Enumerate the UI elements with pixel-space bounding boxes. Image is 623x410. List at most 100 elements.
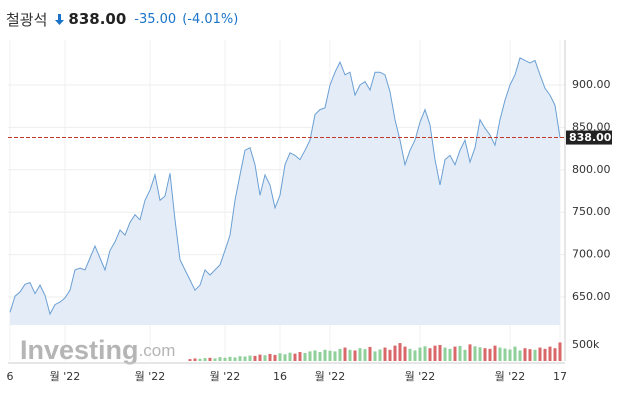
volume-bar xyxy=(323,349,327,361)
volume-bar xyxy=(348,349,352,361)
volume-bar xyxy=(333,351,337,361)
volume-bar xyxy=(188,359,192,361)
watermark: Investing.com xyxy=(20,335,175,365)
volume-bar xyxy=(198,358,202,361)
volume-bar xyxy=(208,357,212,361)
x-tick-label: 월 '22 xyxy=(495,370,526,383)
y-tick-label: 650.00 xyxy=(572,290,611,303)
volume-bar xyxy=(533,349,537,361)
volume-bar xyxy=(383,347,387,361)
volume-bar xyxy=(193,358,197,361)
volume-bar xyxy=(488,348,492,361)
volume-bar xyxy=(378,349,382,361)
x-tick-label: 월 '22 xyxy=(405,370,436,383)
volume-bar xyxy=(473,346,477,361)
current-price-box xyxy=(566,130,612,145)
volume-bar xyxy=(268,353,272,361)
volume-bar xyxy=(233,357,237,361)
watermark-suffix: .com xyxy=(139,341,176,360)
volume-bar xyxy=(393,345,397,361)
watermark-main: Investing xyxy=(20,335,139,365)
volume-bar xyxy=(253,355,257,361)
volume-bar xyxy=(313,350,317,361)
volume-bar xyxy=(523,348,527,361)
volume-bar xyxy=(508,349,512,361)
volume-bar xyxy=(278,353,282,361)
y-tick-label: 900.00 xyxy=(572,78,611,91)
volume-bar xyxy=(448,348,452,361)
current-price-label: 838.00 xyxy=(569,131,612,144)
volume-bar xyxy=(353,350,357,361)
volume-bar xyxy=(243,356,247,361)
volume-bar xyxy=(433,345,437,361)
volume-bar xyxy=(318,352,322,361)
volume-bar xyxy=(483,348,487,361)
volume-bar xyxy=(438,345,442,361)
price-line xyxy=(9,57,561,316)
volume-bar xyxy=(218,357,222,361)
volume-bar xyxy=(343,347,347,361)
volume-bar xyxy=(223,357,227,361)
volume-bar xyxy=(288,352,292,361)
x-tick-label: 17 xyxy=(553,370,567,383)
volume-bar xyxy=(458,345,462,361)
volume-bar xyxy=(503,348,507,361)
volume-bar xyxy=(263,355,267,361)
y-tick-label: 800.00 xyxy=(572,163,611,176)
volume-bar xyxy=(403,346,407,361)
volume-bar xyxy=(248,355,252,361)
volume-bar xyxy=(238,356,242,361)
volume-bar xyxy=(413,350,417,361)
volume-bar xyxy=(213,358,217,361)
volume-bar xyxy=(518,350,522,361)
volume-bar xyxy=(258,354,262,361)
volume-bar xyxy=(283,354,287,361)
volume-bar xyxy=(513,346,517,361)
volume-bar xyxy=(548,346,552,361)
volume-bar xyxy=(368,346,372,361)
x-tick-label: 월 '22 xyxy=(210,370,241,383)
change-pct: (-4.01%) xyxy=(182,11,239,27)
volume-bar xyxy=(363,349,367,361)
volume-bar xyxy=(293,353,297,361)
volume-bar xyxy=(273,354,277,361)
x-tick-label: 6 xyxy=(7,370,14,383)
volume-bar xyxy=(203,358,207,361)
volume-bar xyxy=(528,349,532,361)
volume-bar xyxy=(478,347,482,361)
x-tick-label: 월 '22 xyxy=(315,370,346,383)
volume-bar xyxy=(298,352,302,361)
volume-bar xyxy=(468,344,472,361)
volume-bar xyxy=(358,348,362,361)
y-tick-label: 750.00 xyxy=(572,205,611,218)
volume-bar xyxy=(398,343,402,361)
header: 철광석 838.00 -35.00 (-4.01%) xyxy=(6,8,238,30)
x-tick-label: 월 '22 xyxy=(135,370,166,383)
y-tick-label: 850.00 xyxy=(572,120,611,133)
y-tick-label: 700.00 xyxy=(572,248,611,261)
volume-bar xyxy=(463,349,467,361)
volume-bar xyxy=(558,342,562,361)
volume-bar xyxy=(493,345,497,361)
volume-bar xyxy=(498,347,502,361)
volume-bar xyxy=(338,348,342,361)
volume-bar xyxy=(443,347,447,361)
volume-bar xyxy=(553,348,557,361)
title: 철광석 xyxy=(6,10,48,29)
volume-bar xyxy=(308,351,312,361)
x-tick-label: 16 xyxy=(273,370,287,383)
volume-bar xyxy=(408,348,412,361)
x-tick-label: 월 '22 xyxy=(50,370,81,383)
volume-bar xyxy=(543,348,547,361)
volume-bar xyxy=(373,351,377,361)
volume-bar xyxy=(538,347,542,361)
volume-bar xyxy=(328,350,332,361)
volume-bar xyxy=(303,353,307,361)
volume-bar xyxy=(423,346,427,361)
volume-bar xyxy=(418,347,422,361)
volume-bar xyxy=(428,348,432,361)
price: 838.00 xyxy=(68,10,127,28)
volume-bar xyxy=(228,356,232,361)
